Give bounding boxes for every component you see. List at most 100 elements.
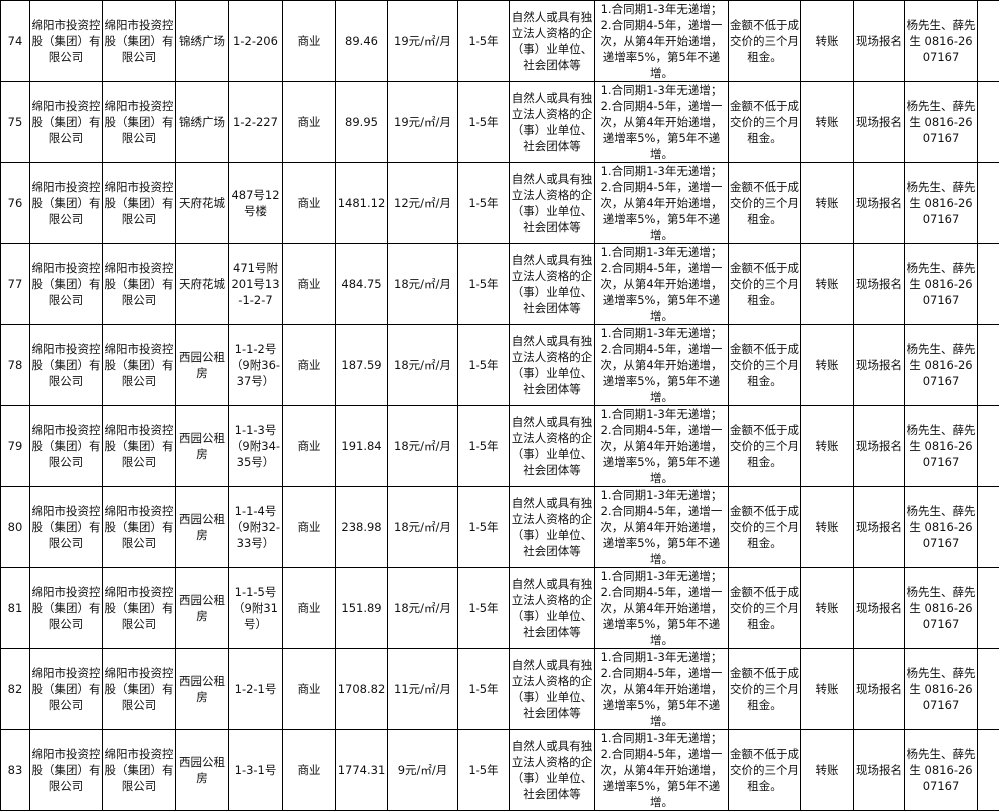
cell-payment: 转账: [801, 487, 854, 568]
cell-payment: 转账: [801, 1, 854, 82]
cell-no: 78: [1, 325, 30, 406]
cell-c1: 绵阳市投资控股（集团）有限公司: [30, 244, 103, 325]
cell-c1: 绵阳市投资控股（集团）有限公司: [30, 1, 103, 82]
cell-term: 1-5年: [458, 325, 510, 406]
cell-unit: 1-1-2号（9附36-37号）: [229, 325, 283, 406]
cell-unit: 1-1-4号（9附32-33号）: [229, 487, 283, 568]
cell-qualification: 自然人或具有独立法人资格的企（事）业单位、社会团体等: [510, 325, 595, 406]
cell-payment: 转账: [801, 406, 854, 487]
cell-qualification: 自然人或具有独立法人资格的企（事）业单位、社会团体等: [510, 730, 595, 811]
cell-price: 12元/㎡/月: [388, 163, 458, 244]
cell-signup: 现场报名: [854, 244, 905, 325]
cell-project: 锦绣广场: [176, 1, 229, 82]
cell-price: 18元/㎡/月: [388, 244, 458, 325]
cell-empty: [978, 1, 999, 82]
cell-empty: [978, 406, 999, 487]
cell-qualification: 自然人或具有独立法人资格的企（事）业单位、社会团体等: [510, 82, 595, 163]
cell-signup: 现场报名: [854, 406, 905, 487]
cell-term: 1-5年: [458, 1, 510, 82]
cell-unit: 1-1-3号（9附34-35号）: [229, 406, 283, 487]
cell-deposit: 金额不低于成交价的三个月租金。: [729, 487, 801, 568]
cell-signup: 现场报名: [854, 568, 905, 649]
cell-c2: 绵阳市投资控股（集团）有限公司: [103, 82, 176, 163]
cell-price: 18元/㎡/月: [388, 487, 458, 568]
cell-increase: 1.合同期1-3年无递增；2.合同期4-5年，递增一次，从第4年开始递增，递增率…: [595, 82, 729, 163]
cell-price: 18元/㎡/月: [388, 406, 458, 487]
cell-term: 1-5年: [458, 163, 510, 244]
cell-c1: 绵阳市投资控股（集团）有限公司: [30, 568, 103, 649]
cell-term: 1-5年: [458, 730, 510, 811]
cell-price: 19元/㎡/月: [388, 1, 458, 82]
cell-price: 19元/㎡/月: [388, 82, 458, 163]
cell-empty: [978, 244, 999, 325]
cell-empty: [978, 568, 999, 649]
cell-contact: 杨先生、薛先生 0816-2607167: [905, 325, 978, 406]
cell-c1: 绵阳市投资控股（集团）有限公司: [30, 406, 103, 487]
cell-no: 80: [1, 487, 30, 568]
cell-unit: 1-3-1号: [229, 730, 283, 811]
cell-no: 76: [1, 163, 30, 244]
cell-increase: 1.合同期1-3年无递增；2.合同期4-5年，递增一次，从第4年开始递增，递增率…: [595, 568, 729, 649]
cell-c1: 绵阳市投资控股（集团）有限公司: [30, 487, 103, 568]
cell-deposit: 金额不低于成交价的三个月租金。: [729, 730, 801, 811]
cell-c2: 绵阳市投资控股（集团）有限公司: [103, 1, 176, 82]
cell-signup: 现场报名: [854, 325, 905, 406]
cell-contact: 杨先生、薛先生 0816-2607167: [905, 730, 978, 811]
cell-no: 74: [1, 1, 30, 82]
cell-increase: 1.合同期1-3年无递增；2.合同期4-5年，递增一次，从第4年开始递增，递增率…: [595, 1, 729, 82]
cell-signup: 现场报名: [854, 163, 905, 244]
cell-area: 1774.31: [336, 730, 388, 811]
cell-deposit: 金额不低于成交价的三个月租金。: [729, 325, 801, 406]
cell-increase: 1.合同期1-3年无递增；2.合同期4-5年，递增一次，从第4年开始递增，递增率…: [595, 325, 729, 406]
cell-use: 商业: [283, 82, 336, 163]
cell-payment: 转账: [801, 730, 854, 811]
cell-payment: 转账: [801, 244, 854, 325]
cell-c2: 绵阳市投资控股（集团）有限公司: [103, 730, 176, 811]
cell-project: 西园公租房: [176, 487, 229, 568]
cell-c2: 绵阳市投资控股（集团）有限公司: [103, 487, 176, 568]
cell-increase: 1.合同期1-3年无递增；2.合同期4-5年，递增一次，从第4年开始递增，递增率…: [595, 406, 729, 487]
cell-payment: 转账: [801, 568, 854, 649]
cell-area: 151.89: [336, 568, 388, 649]
cell-area: 238.98: [336, 487, 388, 568]
cell-c1: 绵阳市投资控股（集团）有限公司: [30, 730, 103, 811]
cell-unit: 1-2-227: [229, 82, 283, 163]
cell-use: 商业: [283, 568, 336, 649]
cell-price: 18元/㎡/月: [388, 568, 458, 649]
cell-contact: 杨先生、薛先生 0816-2607167: [905, 82, 978, 163]
cell-payment: 转账: [801, 163, 854, 244]
cell-payment: 转账: [801, 325, 854, 406]
cell-term: 1-5年: [458, 487, 510, 568]
cell-c2: 绵阳市投资控股（集团）有限公司: [103, 568, 176, 649]
cell-no: 83: [1, 730, 30, 811]
cell-use: 商业: [283, 325, 336, 406]
cell-no: 79: [1, 406, 30, 487]
cell-increase: 1.合同期1-3年无递增；2.合同期4-5年，递增一次，从第4年开始递增，递增率…: [595, 487, 729, 568]
cell-use: 商业: [283, 1, 336, 82]
cell-price: 18元/㎡/月: [388, 325, 458, 406]
cell-project: 西园公租房: [176, 568, 229, 649]
cell-empty: [978, 325, 999, 406]
cell-qualification: 自然人或具有独立法人资格的企（事）业单位、社会团体等: [510, 487, 595, 568]
cell-c2: 绵阳市投资控股（集团）有限公司: [103, 163, 176, 244]
cell-deposit: 金额不低于成交价的三个月租金。: [729, 568, 801, 649]
cell-unit: 1-2-206: [229, 1, 283, 82]
cell-use: 商业: [283, 730, 336, 811]
cell-increase: 1.合同期1-3年无递增；2.合同期4-5年，递增一次，从第4年开始递增，递增率…: [595, 244, 729, 325]
cell-contact: 杨先生、薛先生 0816-2607167: [905, 406, 978, 487]
cell-unit: 487号12号楼: [229, 163, 283, 244]
cell-area: 89.95: [336, 82, 388, 163]
cell-empty: [978, 730, 999, 811]
cell-qualification: 自然人或具有独立法人资格的企（事）业单位、社会团体等: [510, 406, 595, 487]
cell-deposit: 金额不低于成交价的三个月租金。: [729, 244, 801, 325]
cell-term: 1-5年: [458, 244, 510, 325]
cell-project: 西园公租房: [176, 406, 229, 487]
